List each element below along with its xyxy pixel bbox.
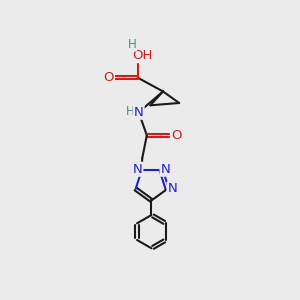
Text: O: O <box>171 129 181 142</box>
Text: N: N <box>133 163 142 176</box>
Text: OH: OH <box>133 49 153 62</box>
Text: H: H <box>126 105 135 118</box>
Text: H: H <box>128 38 136 51</box>
Text: O: O <box>103 71 114 84</box>
Text: N: N <box>167 182 177 196</box>
Text: N: N <box>160 163 170 176</box>
Text: N: N <box>134 106 144 119</box>
